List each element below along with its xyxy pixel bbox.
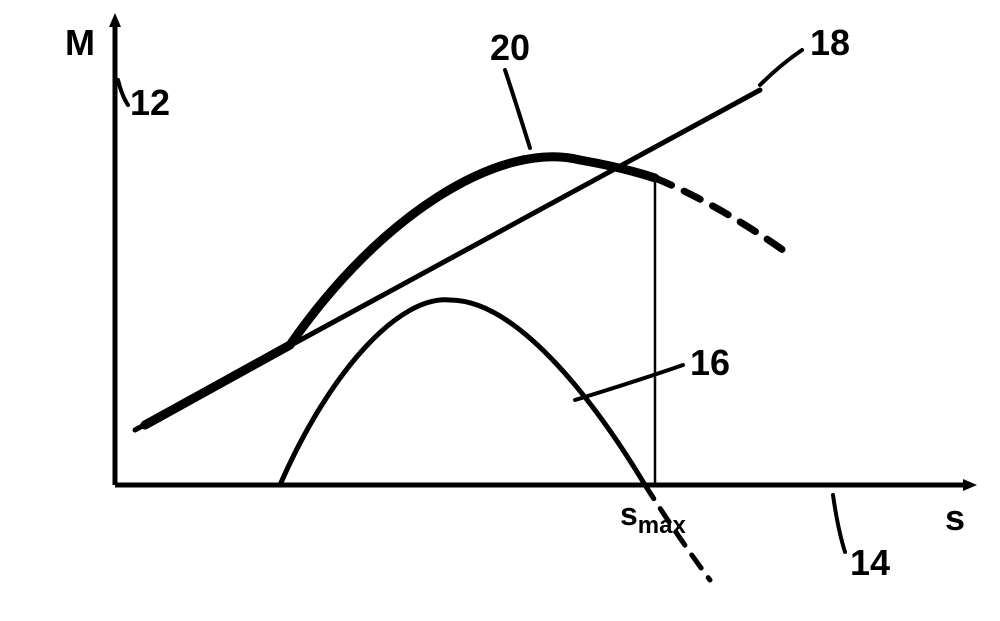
curve-20 xyxy=(145,157,655,425)
callout-label-20: 20 xyxy=(490,27,530,68)
callout-label-16: 16 xyxy=(690,342,730,383)
callout-leader-14 xyxy=(833,495,845,552)
callout-leader-20 xyxy=(505,70,530,148)
callout-leader-18 xyxy=(760,50,802,85)
curve-16 xyxy=(280,300,645,485)
x-axis-label: s xyxy=(945,497,965,538)
callout-label-12: 12 xyxy=(130,82,170,123)
curve-20-ext xyxy=(655,178,790,255)
callout-label-14: 14 xyxy=(850,542,890,583)
callout-leader-12 xyxy=(118,80,128,105)
y-axis-label: M xyxy=(65,22,95,63)
callout-leader-16 xyxy=(575,365,683,400)
callout-label-18: 18 xyxy=(810,22,850,63)
